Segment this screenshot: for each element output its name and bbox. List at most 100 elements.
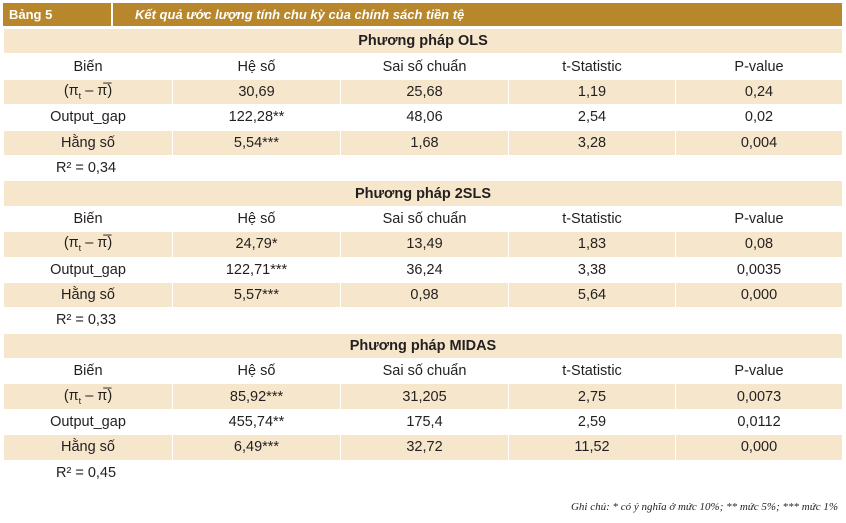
column-header: t-Statistic — [508, 53, 676, 80]
column-header: P-value — [674, 53, 844, 80]
se-cell: 13,49 — [340, 231, 509, 258]
p-cell: 0,0073 — [674, 383, 844, 410]
r-squared: R² = 0,33 — [3, 307, 173, 334]
footnote: Ghi chú: * có ý nghĩa ở mức 10%; ** mức … — [570, 501, 838, 513]
r-squared: R² = 0,45 — [3, 459, 173, 487]
table-row: Output_gap 455,74** 175,4 2,59 0,0112 — [3, 408, 844, 436]
pi-bar: – π̅) — [81, 83, 113, 100]
empty-cell — [508, 307, 676, 334]
pi-subscript: t — [78, 395, 82, 406]
column-header: Sai số chuẩn — [340, 358, 509, 385]
pi-bar: – π̅) — [81, 235, 113, 252]
variable-cell: Hằng số — [3, 434, 173, 461]
table-title: Kết quả ước lượng tính chu kỳ của chính … — [135, 7, 465, 22]
table-row: Output_gap 122,71*** 36,24 3,38 0,0035 — [3, 256, 844, 283]
pi-subscript: t — [78, 90, 82, 101]
empty-cell — [508, 154, 676, 182]
variable-cell: Output_gap — [3, 256, 173, 283]
pi-symbol: (π — [63, 83, 79, 100]
column-header: Biến — [3, 205, 173, 233]
p-cell: 0,0035 — [674, 256, 844, 283]
variable-cell: Output_gap — [3, 408, 173, 436]
header-divider — [111, 3, 113, 26]
p-cell: 0,24 — [674, 78, 844, 106]
variable-cell: Output_gap — [3, 104, 173, 131]
empty-cell — [340, 459, 509, 487]
column-header: Sai số chuẩn — [340, 53, 509, 80]
empty-cell — [508, 459, 676, 487]
column-header: t-Statistic — [508, 205, 676, 233]
column-header-row: Biến Hệ số Sai số chuẩn t-Statistic P-value — [3, 358, 844, 385]
column-header: Sai số chuẩn — [340, 205, 509, 233]
variable-cell: Hằng số — [3, 129, 173, 156]
pi-subscript: t — [78, 243, 82, 254]
p-cell: 0,0112 — [674, 408, 844, 436]
t-cell: 3,38 — [508, 256, 676, 283]
table-row: Hằng số 5,57*** 0,98 5,64 0,000 — [3, 281, 844, 309]
se-cell: 0,98 — [340, 281, 509, 309]
column-header: Hệ số — [172, 205, 341, 233]
method-title: Phương pháp 2SLS — [2, 180, 844, 207]
coef-cell: 455,74** — [172, 408, 341, 436]
column-header: Hệ số — [172, 53, 341, 80]
pi-gap-variable: (πt – π̅) — [63, 83, 113, 101]
coef-cell: 5,57*** — [172, 281, 341, 309]
coef-cell: 24,79* — [172, 231, 341, 258]
empty-cell — [674, 307, 844, 334]
r-squared-row: R² = 0,45 — [3, 459, 844, 487]
t-cell: 2,59 — [508, 408, 676, 436]
se-cell: 175,4 — [340, 408, 509, 436]
table-row: Output_gap 122,28** 48,06 2,54 0,02 — [3, 104, 844, 131]
empty-cell — [340, 307, 509, 334]
se-cell: 1,68 — [340, 129, 509, 156]
pi-symbol: (π — [63, 235, 79, 252]
r-squared: R² = 0,34 — [3, 154, 173, 182]
t-cell: 2,54 — [508, 104, 676, 131]
empty-cell — [172, 459, 341, 487]
variable-cell: (πt – π̅) — [3, 383, 173, 410]
coef-cell: 6,49*** — [172, 434, 341, 461]
se-cell: 32,72 — [340, 434, 509, 461]
variable-cell: Hằng số — [3, 281, 173, 309]
se-cell: 48,06 — [340, 104, 509, 131]
table-row: (πt – π̅) 85,92*** 31,205 2,75 0,0073 — [3, 383, 844, 410]
p-cell: 0,000 — [674, 281, 844, 309]
variable-cell: (πt – π̅) — [3, 78, 173, 106]
method-title: Phương pháp OLS — [2, 27, 844, 55]
empty-cell — [674, 154, 844, 182]
empty-cell — [674, 459, 844, 487]
column-header: t-Statistic — [508, 358, 676, 385]
pi-symbol: (π — [63, 387, 79, 404]
t-cell: 1,83 — [508, 231, 676, 258]
table-header-bar: Bảng 5 Kết quả ước lượng tính chu kỳ của… — [3, 3, 842, 26]
table-row: (πt – π̅) 30,69 25,68 1,19 0,24 — [3, 78, 844, 106]
table-row: Hằng số 5,54*** 1,68 3,28 0,004 — [3, 129, 844, 156]
column-header-row: Biến Hệ số Sai số chuẩn t-Statistic P-value — [3, 205, 844, 233]
variable-cell: (πt – π̅) — [3, 231, 173, 258]
t-cell: 5,64 — [508, 281, 676, 309]
pi-gap-variable: (πt – π̅) — [63, 235, 113, 254]
t-cell: 2,75 — [508, 383, 676, 410]
coef-cell: 5,54*** — [172, 129, 341, 156]
column-header: Hệ số — [172, 358, 341, 385]
t-cell: 3,28 — [508, 129, 676, 156]
section-title-row: Phương pháp MIDAS — [2, 332, 844, 360]
p-cell: 0,02 — [674, 104, 844, 131]
table-row: (πt – π̅) 24,79* 13,49 1,83 0,08 — [3, 231, 844, 258]
empty-cell — [172, 307, 341, 334]
p-cell: 0,08 — [674, 231, 844, 258]
empty-cell — [340, 154, 509, 182]
column-header: P-value — [674, 205, 844, 233]
r-squared-row: R² = 0,33 — [3, 307, 844, 334]
pi-bar: – π̅) — [81, 387, 113, 404]
column-header: P-value — [674, 358, 844, 385]
se-cell: 31,205 — [340, 383, 509, 410]
t-cell: 1,19 — [508, 78, 676, 106]
p-cell: 0,004 — [674, 129, 844, 156]
column-header: Biến — [3, 358, 173, 385]
p-cell: 0,000 — [674, 434, 844, 461]
empty-cell — [172, 154, 341, 182]
column-header: Biến — [3, 53, 173, 80]
coef-cell: 85,92*** — [172, 383, 341, 410]
pi-gap-variable: (πt – π̅) — [63, 387, 113, 406]
